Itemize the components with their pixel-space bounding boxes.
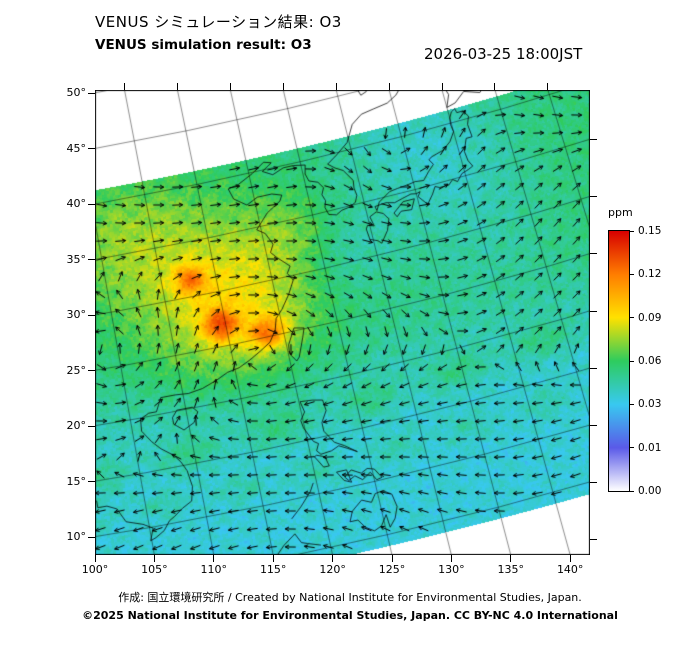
lat-tick [88, 481, 95, 482]
lon-tick-label: 130° [438, 563, 465, 576]
lat-tick-label: 45° [66, 141, 87, 155]
colorbar-tick [630, 360, 634, 362]
lon-tick-top [229, 83, 231, 90]
lon-tick-label: 105° [141, 563, 168, 576]
lon-tick-top [282, 83, 284, 90]
simulation-map: 50° 45° 40° 35° 30° 25° 20° 15° 10° 100° 105° 110° 1… [67, 83, 597, 576]
lat-tick-right [590, 367, 597, 369]
lat-tick-right [590, 139, 597, 141]
colorbar-tick [630, 273, 634, 275]
colorbar-tick-label: 0.00 [638, 485, 662, 497]
lon-tick-label: 110° [200, 563, 228, 576]
colorbar-tick-label: 0.15 [638, 225, 662, 237]
lon-tick [332, 555, 334, 562]
colorbar-units-label: ppm [608, 206, 633, 219]
lon-tick-top [441, 83, 443, 90]
lon-tick-label: 140° [556, 563, 584, 576]
lon-tick [391, 555, 393, 562]
lon-tick-label: 135° [497, 563, 525, 576]
page-title-english: VENUS simulation result: O3 [95, 37, 312, 53]
lon-tick-label: 100° [81, 563, 109, 576]
colorbar-tick-label: 0.09 [638, 311, 662, 324]
colorbar-tick [630, 317, 634, 319]
lat-tick-label: 10° [66, 530, 87, 543]
lat-tick-label: 50° [66, 86, 87, 99]
lon-tick-top [124, 83, 126, 90]
lon-tick [450, 555, 452, 562]
colorbar-tick [630, 403, 634, 405]
lat-tick [88, 314, 95, 316]
lat-tick [88, 92, 95, 94]
colorbar-tick-label: 0.03 [638, 398, 662, 411]
lat-tick [88, 203, 95, 205]
colorbar: 0.15 0.12 0.09 0.06 0.03 0.01 0.00 [608, 225, 670, 497]
colorbar-gradient [608, 230, 630, 492]
lat-tick-label: 30° [66, 308, 87, 321]
colorbar-tick-label: 0.06 [638, 355, 662, 367]
lon-tick [94, 555, 96, 562]
lon-tick-label: 125° [378, 563, 406, 576]
lat-tick-right [590, 481, 597, 483]
lon-tick-top [176, 83, 178, 90]
lat-tick-right [590, 538, 597, 540]
lon-tick [510, 555, 512, 562]
lat-tick-right [590, 310, 597, 312]
colorbar-tick [630, 447, 634, 449]
lat-tick-right [590, 196, 597, 198]
lon-tick-top [388, 83, 390, 90]
lat-tick-right [590, 253, 597, 255]
lon-tick [213, 555, 215, 562]
o3-heatmap-canvas [95, 90, 590, 555]
colorbar-tick-label: 0.01 [638, 441, 662, 454]
lon-tick [153, 555, 155, 562]
lat-tick [88, 536, 95, 538]
lat-tick [88, 259, 95, 260]
lat-tick-label: 15° [66, 474, 87, 488]
colorbar-tick [630, 490, 634, 492]
lon-tick-top [335, 83, 337, 90]
lat-tick [88, 370, 95, 371]
copyright-line: ©2025 National Institute for Environment… [82, 609, 618, 622]
lat-tick-label: 35° [66, 252, 87, 266]
colorbar-tick [630, 230, 634, 232]
lat-tick-right [590, 424, 597, 426]
lat-tick-label: 25° [66, 363, 87, 377]
colorbar-tick-label: 0.12 [638, 268, 662, 281]
lon-tick-label: 120° [319, 563, 346, 576]
page-title-japanese: VENUS シミュレーション結果: O3 [95, 13, 342, 31]
lon-tick-label: 115° [259, 563, 287, 576]
lon-tick-top [494, 83, 496, 90]
lon-tick [272, 555, 274, 562]
lon-tick [569, 555, 571, 562]
lat-tick-label: 20° [66, 419, 87, 432]
lon-tick-top [547, 83, 549, 90]
lat-tick [88, 425, 95, 427]
lat-tick [88, 148, 95, 149]
forecast-timestamp: 2026-03-25 18:00JST [424, 45, 583, 63]
lat-tick-label: 40° [66, 197, 87, 210]
credit-line: 作成: 国立環境研究所 / Created by National Instit… [118, 591, 582, 604]
